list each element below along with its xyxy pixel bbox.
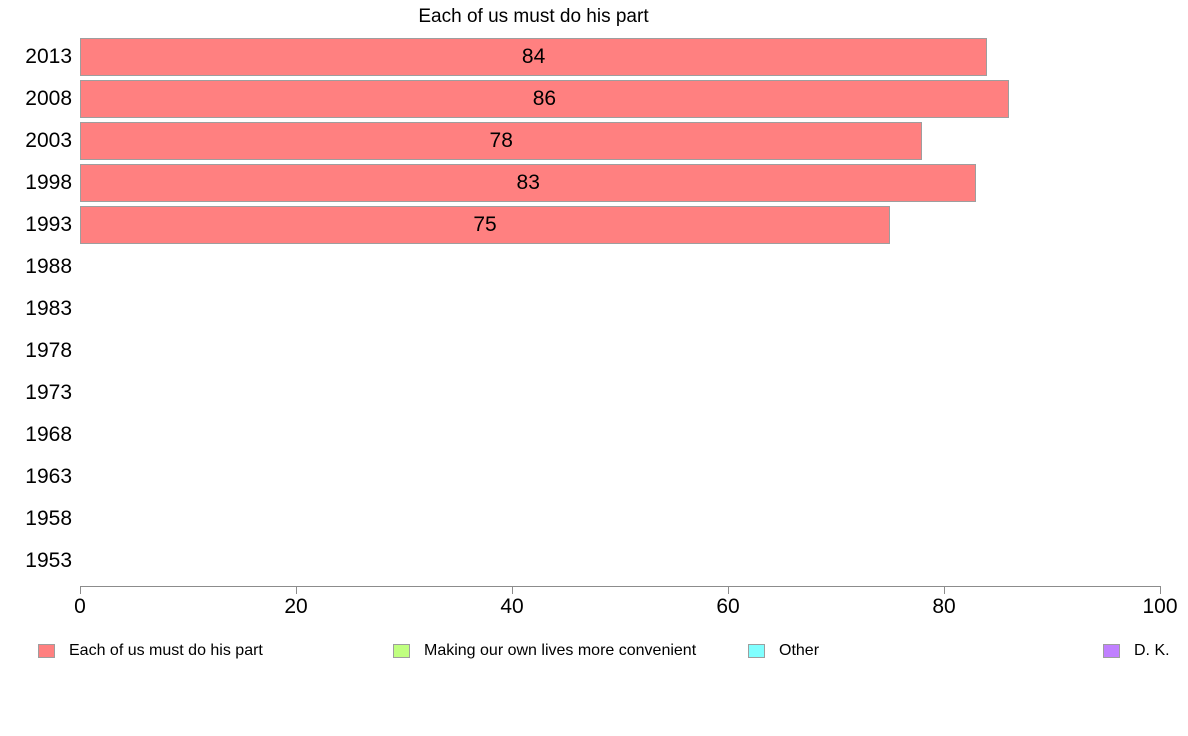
bar: 75 (80, 206, 890, 244)
x-axis-line (80, 586, 1161, 587)
y-axis-label: 1983 (25, 297, 72, 320)
x-axis-tick-label: 60 (716, 595, 740, 618)
x-axis-tick-label: 80 (932, 595, 956, 618)
y-axis-label: 1998 (25, 171, 72, 194)
y-axis-label: 1993 (25, 213, 72, 236)
legend-label: Making our own lives more convenient (424, 642, 697, 659)
legend-swatch-icon (748, 644, 765, 658)
legend-swatch-icon (38, 644, 55, 658)
bar-value-label: 75 (473, 213, 497, 236)
x-axis-tick (296, 587, 297, 594)
x-axis-tick-label: 40 (500, 595, 524, 618)
bar-value-label: 83 (516, 171, 540, 194)
y-axis-label: 1968 (25, 423, 72, 446)
y-axis-label: 2008 (25, 87, 72, 110)
bar-value-label: 86 (532, 87, 557, 110)
bar-value-label: 78 (489, 129, 513, 152)
y-axis-label: 2013 (25, 45, 72, 68)
bar: 83 (80, 164, 977, 202)
y-axis-label: 1978 (25, 339, 72, 362)
bar: 86 (80, 80, 1009, 118)
x-axis-tick (1160, 587, 1161, 594)
x-axis-tick (728, 587, 729, 594)
legend-label: Other (779, 642, 820, 659)
x-axis-tick-label: 0 (74, 595, 86, 618)
legend-label: D. K. (1134, 642, 1170, 659)
legend-swatch-icon (393, 644, 410, 658)
x-axis-tick (944, 587, 945, 594)
y-axis-label: 2003 (25, 129, 72, 152)
legend-swatch-icon (1103, 644, 1120, 658)
legend-item: Making our own lives more convenient (393, 638, 696, 664)
x-axis-tick (80, 587, 81, 594)
bar-value-label: 84 (521, 45, 546, 68)
legend-item: D. K. (1103, 638, 1170, 664)
x-axis-tick (512, 587, 513, 594)
legend: Each of us must do his part Making our ow… (0, 638, 1188, 664)
x-axis-tick-label: 20 (284, 595, 308, 618)
x-axis-tick-label: 100 (1142, 595, 1178, 618)
legend-label: Each of us must do his part (69, 642, 263, 659)
bar: 78 (80, 122, 923, 160)
y-axis-label: 1963 (25, 465, 72, 488)
chart-title: Each of us must do his part (418, 6, 649, 27)
legend-item: Each of us must do his part (38, 638, 263, 664)
y-axis-label: 1988 (25, 255, 72, 278)
legend-item: Other (748, 638, 819, 664)
y-axis-label: 1958 (25, 507, 72, 530)
y-axis-label: 1973 (25, 381, 72, 404)
bar: 84 (80, 38, 988, 76)
y-axis-label: 1953 (25, 549, 72, 572)
